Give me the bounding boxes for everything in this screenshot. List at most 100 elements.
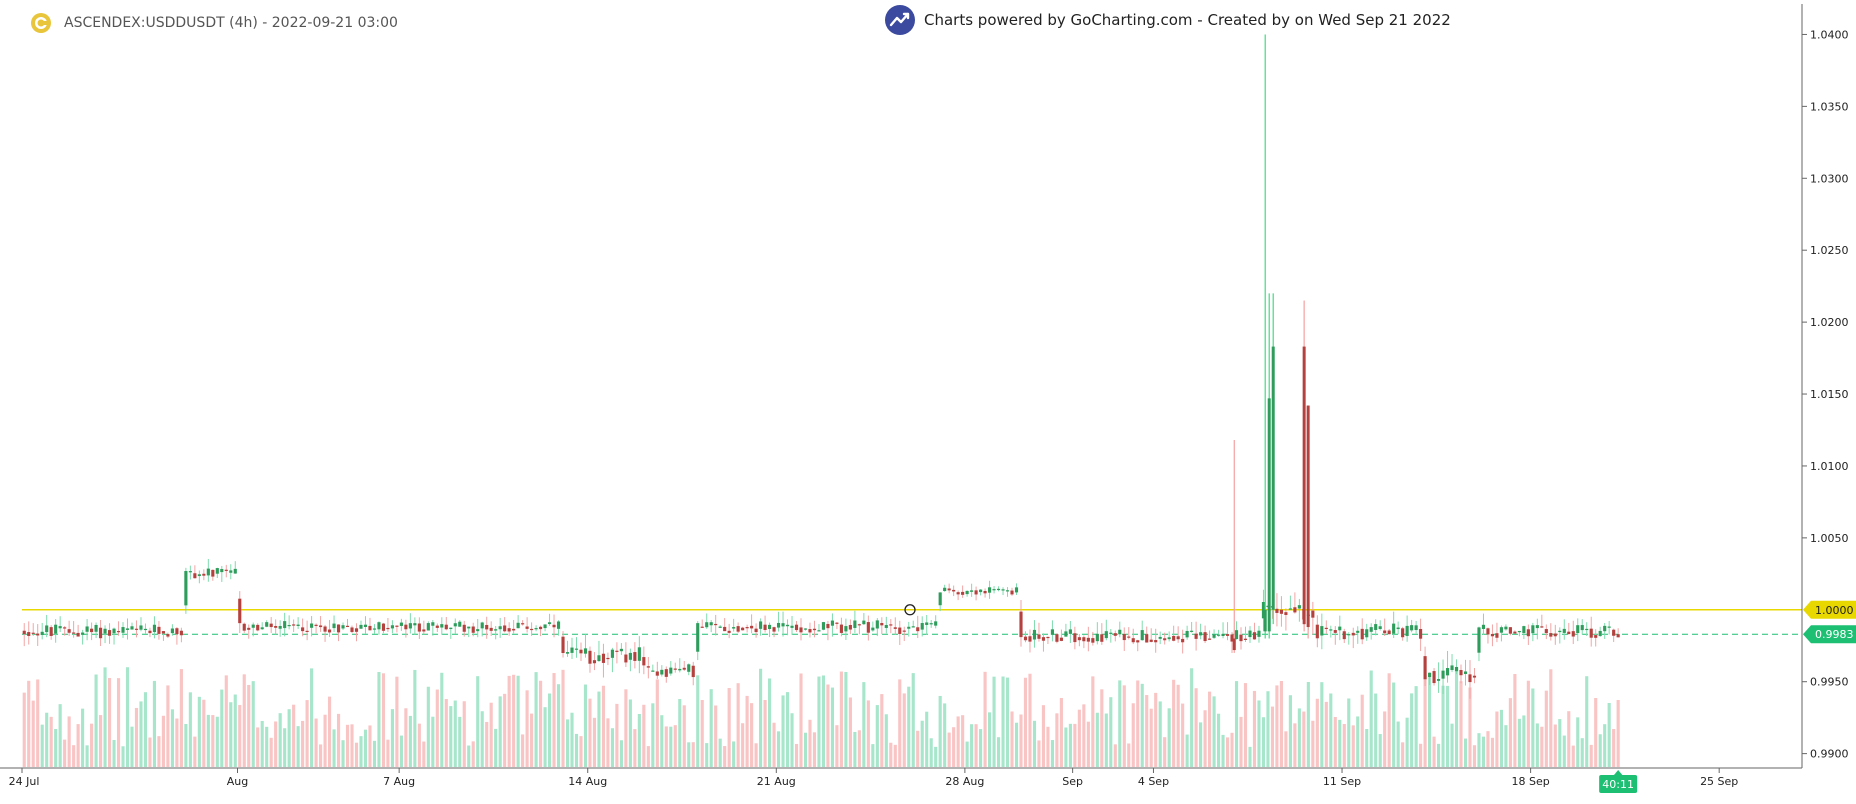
- candle-body[interactable]: [399, 622, 403, 626]
- candle-body[interactable]: [426, 623, 430, 631]
- candle-body[interactable]: [1023, 636, 1028, 641]
- candle-body[interactable]: [256, 624, 260, 631]
- candle-body[interactable]: [1216, 634, 1221, 636]
- candle-body[interactable]: [319, 625, 323, 628]
- candle-body[interactable]: [1234, 630, 1239, 639]
- candle-body[interactable]: [1230, 634, 1234, 642]
- candle-body[interactable]: [844, 626, 848, 632]
- candle-body[interactable]: [763, 624, 767, 630]
- candle-body[interactable]: [565, 652, 570, 654]
- candle-body[interactable]: [1576, 625, 1580, 634]
- candle-body[interactable]: [1068, 629, 1072, 634]
- candle-body[interactable]: [1396, 627, 1400, 630]
- candle-body[interactable]: [678, 668, 682, 671]
- candle-body[interactable]: [1005, 590, 1010, 592]
- candle-body[interactable]: [943, 587, 947, 592]
- candle-body[interactable]: [1571, 631, 1575, 637]
- candle-body[interactable]: [1203, 632, 1207, 642]
- candle-body[interactable]: [521, 623, 525, 625]
- candle-body[interactable]: [794, 624, 799, 631]
- candle-body[interactable]: [1495, 633, 1499, 638]
- candle-body[interactable]: [381, 623, 386, 631]
- candle-body[interactable]: [992, 589, 996, 591]
- candle-body[interactable]: [224, 569, 228, 571]
- candle-body[interactable]: [561, 636, 565, 653]
- candle-body[interactable]: [372, 628, 377, 630]
- candle-body[interactable]: [830, 620, 834, 626]
- candle-body[interactable]: [857, 624, 861, 626]
- candle-body[interactable]: [547, 622, 552, 625]
- candle-body[interactable]: [911, 626, 915, 628]
- candle-body[interactable]: [570, 647, 574, 653]
- candle-body[interactable]: [1383, 630, 1387, 634]
- spike-candle-body[interactable]: [1263, 609, 1267, 632]
- candle-body[interactable]: [732, 627, 736, 629]
- candle-body[interactable]: [1356, 630, 1360, 633]
- candle-body[interactable]: [1324, 627, 1328, 629]
- candle-body[interactable]: [49, 627, 53, 636]
- candle-body[interactable]: [157, 626, 161, 634]
- candle-body[interactable]: [781, 623, 785, 627]
- candle-body[interactable]: [785, 624, 790, 627]
- candle-body[interactable]: [323, 626, 327, 632]
- candle-body[interactable]: [310, 623, 314, 628]
- candle-body[interactable]: [745, 627, 749, 629]
- candle-body[interactable]: [938, 592, 942, 606]
- candle-body[interactable]: [1531, 625, 1535, 634]
- candle-body[interactable]: [983, 590, 987, 594]
- candle-body[interactable]: [36, 633, 40, 636]
- candle-body[interactable]: [58, 626, 62, 629]
- candle-body[interactable]: [1208, 638, 1212, 640]
- candle-body[interactable]: [1436, 679, 1441, 681]
- candle-body[interactable]: [1419, 628, 1423, 639]
- candle-body[interactable]: [202, 573, 206, 576]
- candle-body[interactable]: [332, 623, 336, 629]
- candle-body[interactable]: [305, 630, 309, 632]
- candle-body[interactable]: [898, 627, 902, 634]
- candle-body[interactable]: [934, 621, 938, 626]
- candle-body[interactable]: [94, 624, 98, 632]
- candle-body[interactable]: [947, 588, 951, 591]
- candle-body[interactable]: [754, 628, 758, 633]
- candle-body[interactable]: [1172, 635, 1176, 641]
- candle-body[interactable]: [1014, 587, 1019, 593]
- candle-body[interactable]: [512, 628, 516, 631]
- candle-body[interactable]: [1122, 634, 1126, 641]
- candle-body[interactable]: [606, 657, 610, 660]
- candle-body[interactable]: [1522, 626, 1526, 634]
- candle-body[interactable]: [1378, 626, 1382, 629]
- candle-body[interactable]: [1288, 608, 1292, 610]
- candle-body[interactable]: [125, 628, 130, 630]
- candle-body[interactable]: [1499, 627, 1503, 633]
- candle-body[interactable]: [1109, 632, 1113, 634]
- candle-body[interactable]: [759, 621, 763, 629]
- candle-body[interactable]: [269, 623, 273, 628]
- candle-body[interactable]: [422, 629, 426, 632]
- candle-body[interactable]: [862, 620, 866, 625]
- candle-body[interactable]: [1257, 630, 1261, 637]
- candle-body[interactable]: [327, 629, 332, 633]
- candle-body[interactable]: [1423, 656, 1427, 680]
- candle-body[interactable]: [251, 624, 255, 628]
- candle-body[interactable]: [377, 622, 381, 630]
- candle-body[interactable]: [1598, 630, 1602, 636]
- candle-body[interactable]: [166, 634, 170, 637]
- candle-body[interactable]: [395, 625, 399, 627]
- candle-body[interactable]: [485, 624, 489, 630]
- candle-body[interactable]: [660, 669, 664, 675]
- candle-body[interactable]: [1612, 629, 1616, 636]
- candle-body[interactable]: [790, 625, 794, 628]
- candle-body[interactable]: [1059, 637, 1063, 641]
- candle-body[interactable]: [916, 627, 920, 632]
- candle-body[interactable]: [601, 653, 606, 663]
- candle-body[interactable]: [592, 660, 597, 664]
- candle-body[interactable]: [574, 648, 579, 650]
- candle-body[interactable]: [1553, 633, 1557, 637]
- candle-body[interactable]: [1360, 628, 1364, 640]
- candle-body[interactable]: [776, 622, 781, 628]
- candle-body[interactable]: [193, 573, 197, 579]
- candle-body[interactable]: [1032, 629, 1037, 640]
- candle-body[interactable]: [67, 629, 71, 633]
- candle-body[interactable]: [1347, 634, 1351, 636]
- candle-body[interactable]: [161, 631, 165, 634]
